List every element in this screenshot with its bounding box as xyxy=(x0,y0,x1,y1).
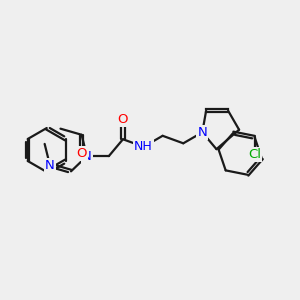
Text: O: O xyxy=(76,147,87,160)
Text: Cl: Cl xyxy=(248,148,261,161)
Text: N: N xyxy=(82,150,92,163)
Text: N: N xyxy=(197,126,207,139)
Text: NH: NH xyxy=(134,140,153,153)
Text: O: O xyxy=(118,113,128,126)
Text: N: N xyxy=(45,159,55,172)
